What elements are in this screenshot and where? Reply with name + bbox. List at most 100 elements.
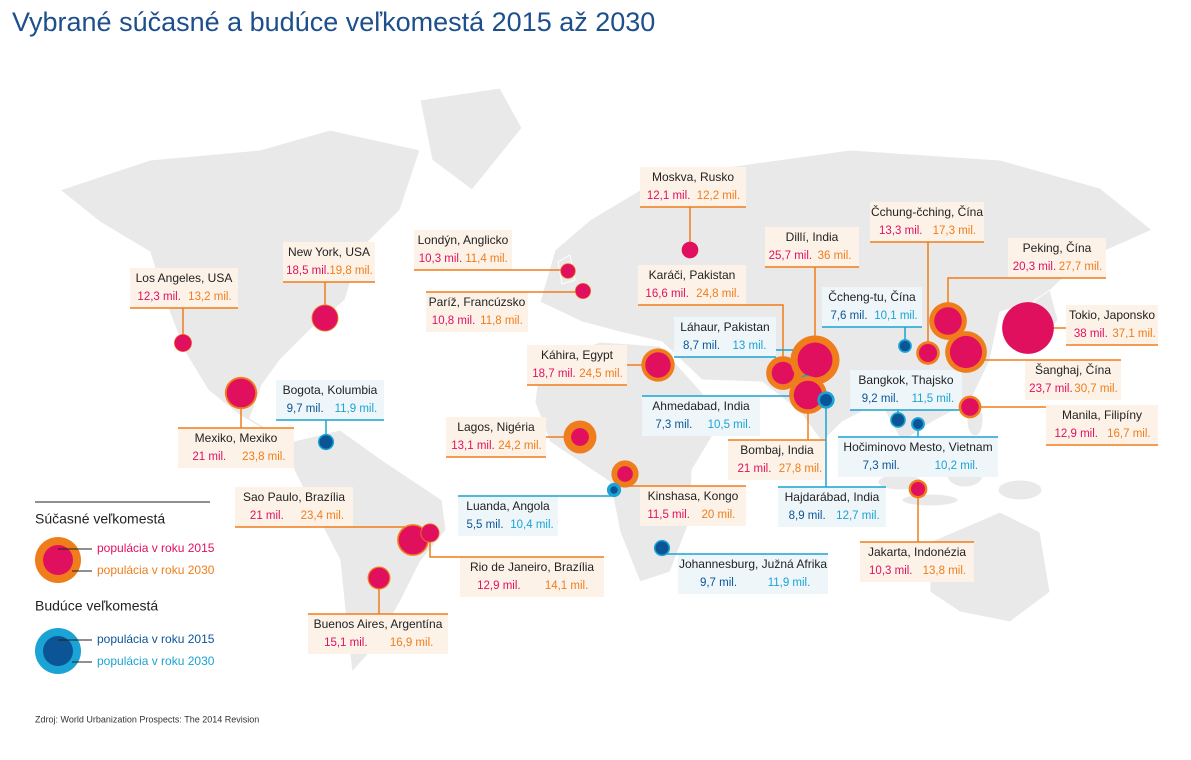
circle-2015 (655, 541, 669, 555)
population-2030: 10,4 mil. (510, 519, 553, 531)
population-2015: 9,7 mil. (287, 403, 324, 415)
population-2030: 23,4 mil. (301, 510, 344, 522)
population-2015: 12,1 mil. (647, 190, 690, 202)
population-2015: 10,8 mil. (432, 315, 475, 327)
city-name: Los Angeles, USA (136, 271, 233, 285)
label-box (838, 437, 998, 477)
label-box (822, 287, 922, 327)
circle-2015 (560, 263, 576, 279)
city-name: Karáči, Pakistan (649, 268, 736, 282)
city-dots (174, 241, 1054, 590)
population-2030: 11,8 mil. (480, 315, 523, 327)
label-box (1066, 305, 1158, 345)
population-2015: 5,5 mil. (466, 519, 503, 531)
circle-2015 (918, 343, 938, 363)
label-box (640, 167, 746, 207)
circle-2015 (421, 524, 439, 542)
legend-label-2030: populácia v roku 2030 (97, 654, 215, 668)
legend-heading: Súčasné veľkomestá (35, 511, 165, 527)
population-2030: 30,7 mil. (1074, 383, 1117, 395)
population-2015: 38 mil. (1074, 328, 1108, 340)
population-2015: 8,7 mil. (683, 340, 720, 352)
circle-2015 (174, 334, 192, 352)
city-name: Lagos, Nigéria (457, 420, 535, 434)
city-name: Bombaj, India (740, 443, 814, 457)
population-2030: 13 mil. (733, 340, 767, 352)
label-box (678, 554, 828, 594)
city-name: Ahmedabad, India (652, 399, 750, 413)
population-2030: 13,2 mil. (188, 291, 231, 303)
population-2015: 15,1 mil. (324, 637, 367, 649)
population-2015: 21 mil. (192, 451, 226, 463)
city-name: Bangkok, Thajsko (858, 373, 953, 387)
population-2015: 10,3 mil. (869, 565, 912, 577)
circle-2015 (575, 283, 591, 299)
population-2015: 7,3 mil. (863, 460, 900, 472)
population-2030: 11,9 mil. (335, 403, 378, 415)
circle-2015 (368, 567, 390, 589)
label-box (458, 496, 558, 536)
city-name: Hočiminovo Mesto, Vietnam (843, 440, 992, 454)
population-2015: 9,7 mil. (700, 577, 737, 589)
legend-icon-2015 (43, 636, 73, 666)
population-2015: 13,1 mil. (451, 440, 494, 452)
label-box (642, 396, 760, 436)
population-2030: 36 mil. (818, 250, 852, 262)
population-2015: 18,7 mil. (532, 368, 575, 380)
circle-2015 (793, 380, 823, 410)
label-box (850, 370, 962, 410)
label-box (1008, 238, 1106, 278)
circle-2015 (899, 340, 911, 352)
cities: Los Angeles, USA 12,3 mil. 13,2 mil. New Yo… (130, 167, 1158, 654)
circle-2015 (617, 466, 633, 482)
label-box (640, 486, 746, 526)
legend: Súčasné veľkomestá Budúce veľkomestá pop… (35, 501, 215, 674)
city-name: Buenos Aires, Argentína (314, 617, 443, 631)
population-2030: 24,2 mil. (498, 440, 541, 452)
circle-2015 (913, 419, 923, 429)
population-2015: 8,9 mil. (789, 510, 826, 522)
legend-label-2030: populácia v roku 2030 (97, 563, 215, 577)
source: Zdroj: World Urbanization Prospects: The… (35, 714, 259, 724)
population-2015: 21 mil. (738, 463, 772, 475)
label-box (778, 487, 886, 527)
label-box (235, 487, 353, 527)
legend-heading: Budúce veľkomestá (35, 598, 158, 614)
population-2015: 18,5 mil. (286, 265, 329, 277)
circle-2015 (610, 486, 618, 494)
population-2015: 9,2 mil. (862, 393, 899, 405)
city-name: Káhira, Egypt (541, 348, 614, 362)
circle-2015 (319, 435, 333, 449)
population-2030: 37,1 mil. (1112, 328, 1155, 340)
city-name: Jakarta, Indonézia (868, 545, 966, 559)
circle-2015 (681, 241, 699, 259)
circle-2015 (934, 307, 962, 335)
circle-2015 (961, 398, 979, 416)
population-2030: 11,5 mil. (912, 393, 955, 405)
city-name: Johannesburg, Južná Afrika (679, 557, 827, 571)
city-name: Paríž, Francúzsko (429, 295, 526, 309)
population-2030: 27,8 mil. (779, 463, 822, 475)
label-box (460, 557, 604, 597)
population-2030: 23,8 mil. (242, 451, 285, 463)
label-box (276, 380, 384, 420)
circle-2015 (1002, 302, 1054, 354)
label-box (638, 265, 746, 305)
population-2015: 7,6 mil. (830, 310, 867, 322)
population-2015: 12,3 mil. (137, 291, 180, 303)
population-2015: 7,3 mil. (655, 419, 692, 431)
population-2030: 17,3 mil. (933, 225, 976, 237)
label-box (426, 292, 528, 332)
city-name: Peking, Čína (1023, 240, 1092, 255)
population-2030: 10,5 mil. (708, 419, 751, 431)
city-name: Rio de Janeiro, Brazília (470, 560, 594, 574)
circle-2015 (398, 525, 428, 555)
population-2030: 24,5 mil. (579, 368, 622, 380)
legend-label-2015: populácia v roku 2015 (97, 632, 215, 646)
label-box (414, 230, 512, 270)
population-2030: 13,8 mil. (923, 565, 966, 577)
population-2015: 23,7 mil. (1029, 383, 1072, 395)
label-box (674, 317, 776, 357)
label-box (130, 268, 238, 308)
